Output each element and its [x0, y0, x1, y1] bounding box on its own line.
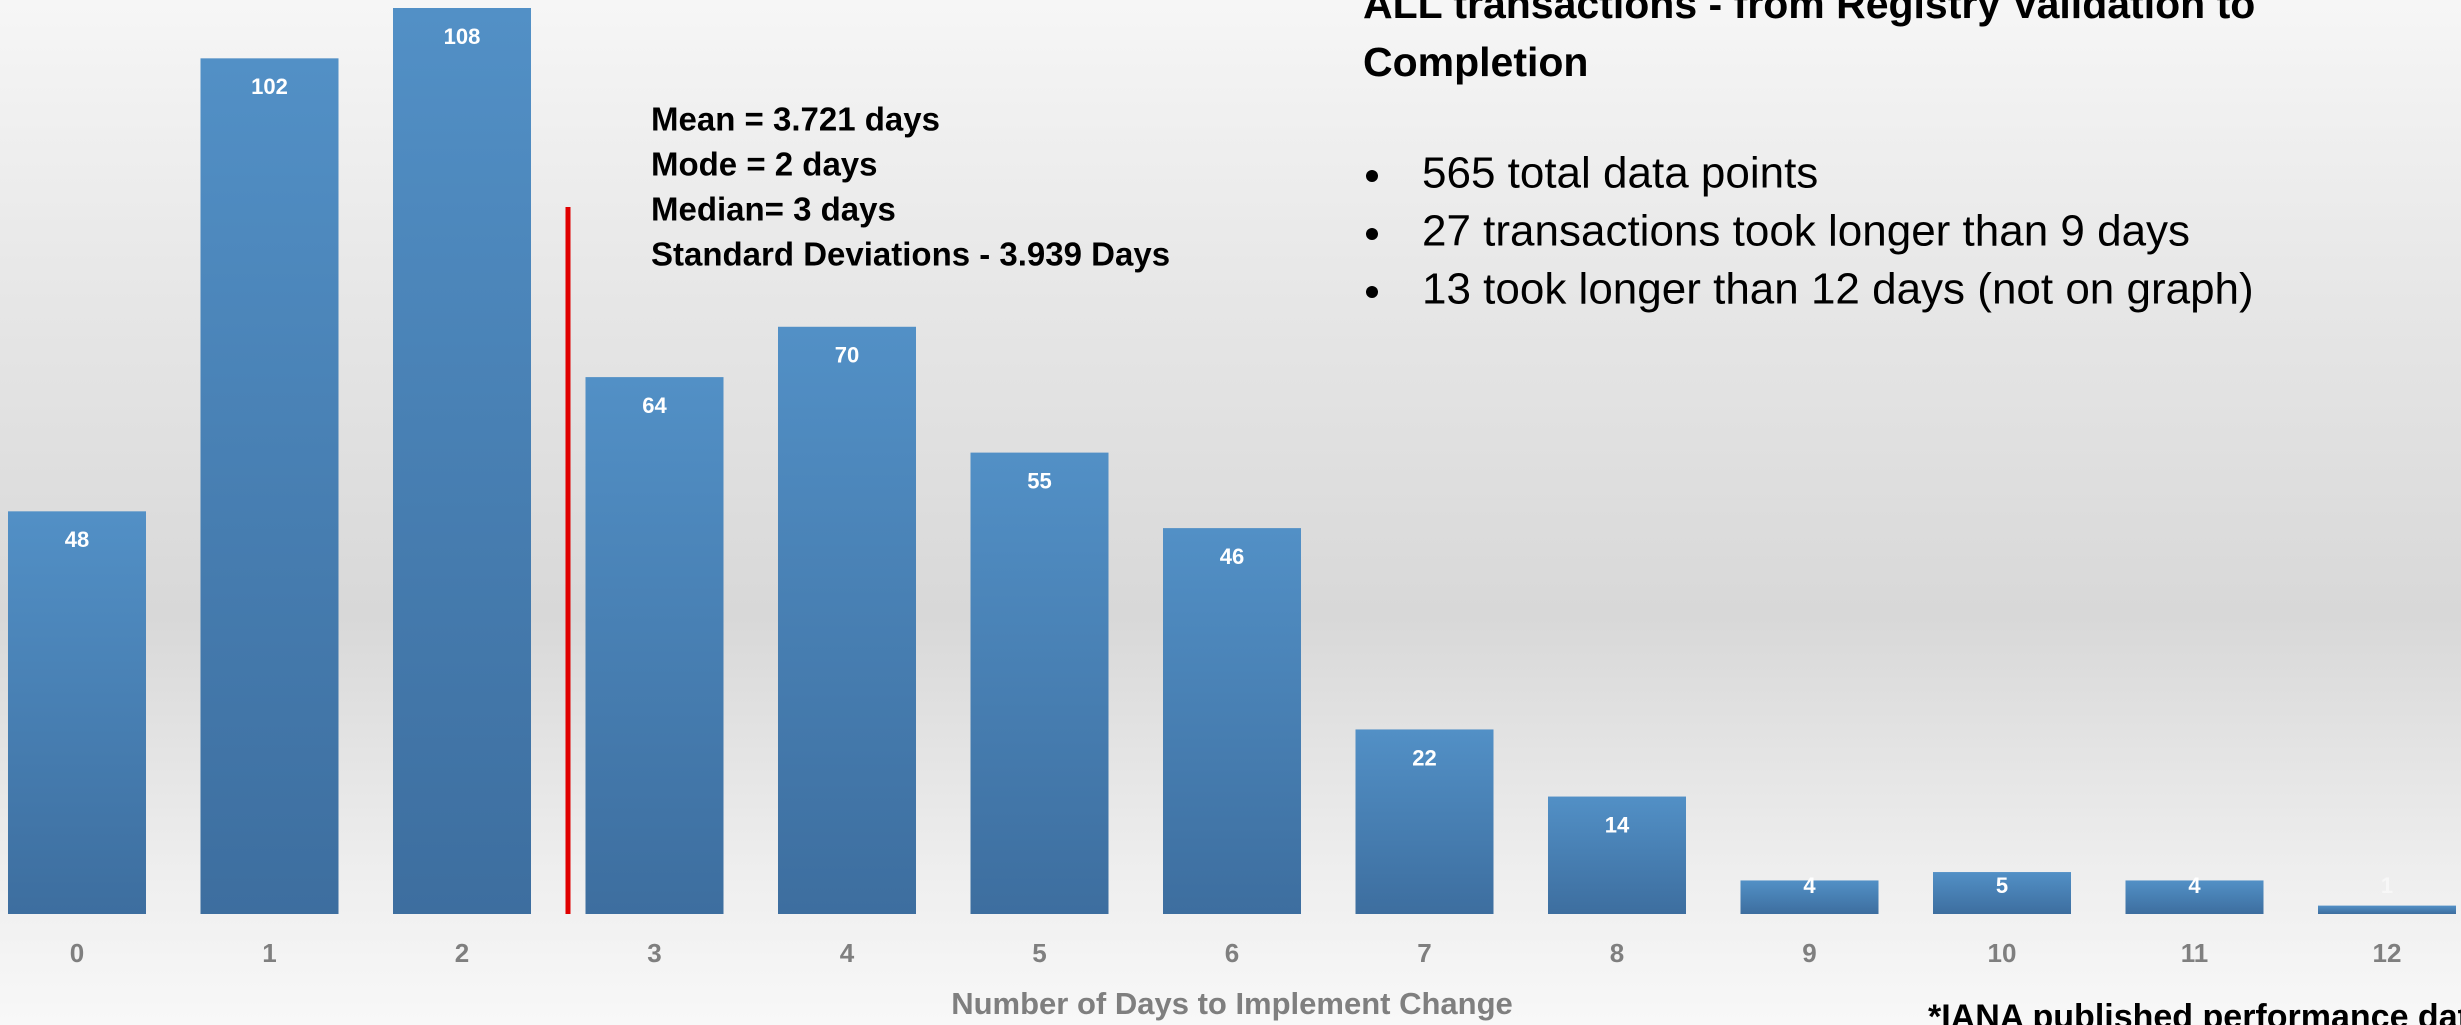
x-tick-label: 4	[840, 938, 855, 968]
value-label: 55	[1027, 468, 1051, 493]
bar	[1740, 880, 1879, 914]
value-label: 70	[835, 343, 859, 368]
bar	[393, 8, 531, 914]
x-tick-label: 8	[1610, 938, 1624, 968]
value-label: 5	[1996, 873, 2008, 898]
bar	[778, 326, 916, 914]
value-label: 102	[251, 74, 288, 99]
bullet-dot	[1366, 286, 1378, 298]
value-label: 4	[2188, 873, 2201, 898]
x-axis-label: Number of Days to Implement Change	[951, 986, 1513, 1021]
stat-annotation: Standard Deviations - 3.939 Days	[651, 236, 1170, 273]
value-label: 48	[65, 527, 89, 552]
bar	[1933, 872, 2071, 914]
bar	[1548, 796, 1686, 914]
chart-title: ALL transactions - from Registry Validat…	[1363, 0, 2256, 85]
footnote: *IANA published performance data	[1928, 998, 2461, 1025]
x-tick-label: 2	[455, 938, 469, 968]
x-tick-label: 6	[1225, 938, 1239, 968]
bullet-dot	[1366, 228, 1378, 240]
x-tick-label: 7	[1417, 938, 1431, 968]
value-label: 1	[2381, 873, 2393, 898]
stat-annotation: Mode = 2 days	[651, 146, 878, 183]
x-tick-label: 12	[2373, 938, 2402, 968]
bullet-text: 27 transactions took longer than 9 days	[1422, 207, 2190, 256]
bar	[1355, 729, 1494, 914]
value-label: 14	[1605, 812, 1630, 837]
bullet-dot	[1366, 170, 1378, 182]
value-label: 108	[444, 24, 481, 49]
x-tick-label: 9	[1802, 938, 1816, 968]
bar	[8, 511, 146, 914]
value-label: 64	[642, 393, 667, 418]
value-label: 22	[1412, 745, 1436, 770]
bar	[585, 377, 724, 915]
bar	[200, 58, 339, 915]
bullet-text: 565 total data points	[1422, 149, 1818, 198]
bar	[2318, 905, 2456, 914]
stat-annotation: Mean = 3.721 days	[651, 101, 940, 138]
value-label: 46	[1220, 544, 1244, 569]
bar	[970, 452, 1109, 914]
x-tick-label: 10	[1988, 938, 2017, 968]
x-tick-label: 0	[70, 938, 84, 968]
x-tick-label: 11	[2181, 938, 2209, 968]
bullet-text: 13 took longer than 12 days (not on grap…	[1422, 265, 2254, 314]
x-tick-label: 5	[1032, 938, 1046, 968]
bar	[2125, 880, 2264, 914]
value-label: 4	[1803, 873, 1816, 898]
x-tick-label: 3	[647, 938, 661, 968]
x-tick-label: 1	[262, 938, 276, 968]
bar	[1163, 528, 1301, 914]
stat-annotation: Median= 3 days	[651, 191, 896, 228]
